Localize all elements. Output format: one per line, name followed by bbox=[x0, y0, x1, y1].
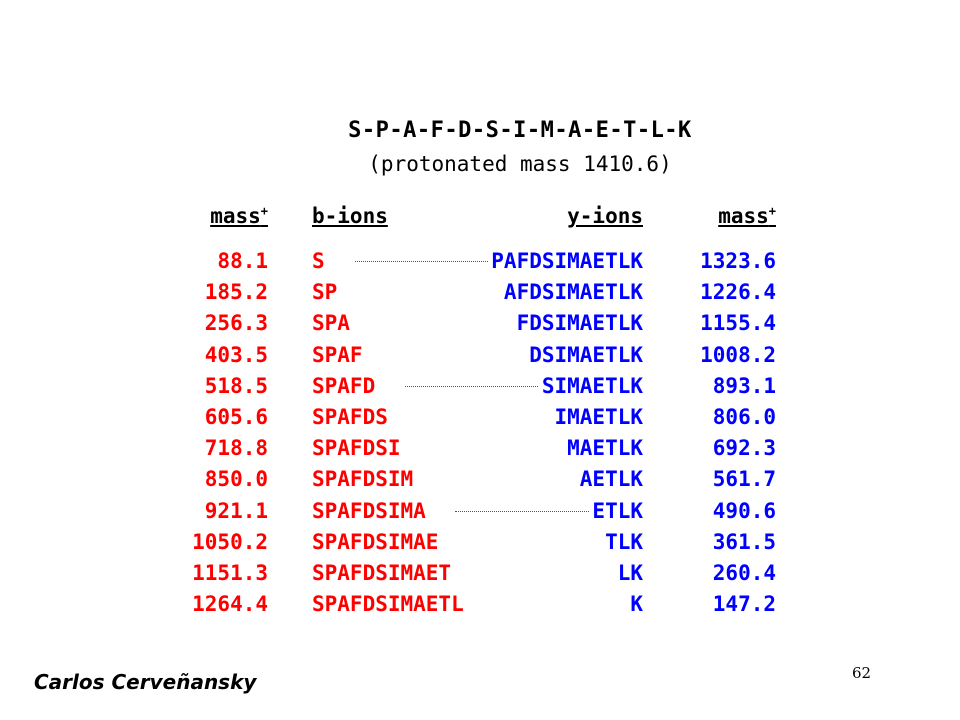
b-ion-sequence: SPAFDSIMAE bbox=[312, 529, 439, 554]
fragment-row: 850.0 SPAFDSIM AETLK 561.7 bbox=[0, 464, 960, 495]
y-ion-mass: 490.6 bbox=[712, 498, 776, 523]
y-ion-sequence: TLK bbox=[605, 529, 643, 554]
y-ion-sequence: IMAETLK bbox=[554, 405, 643, 429]
b-ion-mass: 403.5 bbox=[204, 342, 268, 367]
b-ion-mass: 921.1 bbox=[204, 498, 268, 523]
fragment-row: 1264.4 SPAFDSIMAETL K 147.2 bbox=[0, 589, 960, 620]
fragment-row: 518.5 SPAFD SIMAETLK 893.1 bbox=[0, 371, 960, 402]
y-ion-sequence: AFDSIMAETLK bbox=[503, 280, 643, 305]
y-ion-mass: 1155.4 bbox=[700, 311, 776, 336]
header-b-mass-label: mass bbox=[210, 204, 261, 228]
y-ion-mass: 692.3 bbox=[712, 436, 776, 461]
fragment-row: 256.3 SPA FDSIMAETLK 1155.4 bbox=[0, 308, 960, 339]
y-ion-sequence: K bbox=[630, 592, 643, 617]
header-y-mass-label: mass bbox=[718, 204, 769, 228]
y-ion-mass: 361.5 bbox=[712, 529, 776, 554]
protonated-mass-subtitle: (protonated mass 1410.6) bbox=[368, 152, 672, 176]
y-ion-mass: 1323.6 bbox=[700, 249, 776, 273]
fragment-row: 1050.2 SPAFDSIMAE TLK 361.5 bbox=[0, 527, 960, 558]
fragment-row: 403.5 SPAF DSIMAETLK 1008.2 bbox=[0, 340, 960, 371]
b-ion-mass: 1264.4 bbox=[192, 592, 268, 617]
header-b-mass-charge: + bbox=[260, 204, 268, 218]
b-ion-sequence: SPAFDSIMA bbox=[312, 498, 426, 523]
cleavage-connector-line bbox=[455, 510, 589, 512]
b-ion-sequence: SPAFDSIMAETL bbox=[312, 592, 464, 617]
header-y-ions: y-ions bbox=[567, 204, 643, 228]
cleavage-connector-line bbox=[405, 385, 539, 387]
y-ion-mass: 1008.2 bbox=[700, 342, 776, 367]
y-ion-mass: 806.0 bbox=[712, 405, 776, 429]
y-ion-mass: 147.2 bbox=[712, 592, 776, 617]
b-ion-mass: 185.2 bbox=[204, 280, 268, 305]
b-ion-mass: 718.8 bbox=[204, 436, 268, 461]
b-ion-sequence: S bbox=[312, 249, 325, 273]
b-ion-sequence: SPAFDSIM bbox=[312, 467, 414, 492]
fragment-row: 921.1 SPAFDSIMA ETLK 490.6 bbox=[0, 496, 960, 527]
y-ion-sequence: LK bbox=[617, 561, 643, 585]
header-y-mass: mass+ bbox=[700, 204, 776, 228]
fragment-row: 718.8 SPAFDSI MAETLK 692.3 bbox=[0, 433, 960, 464]
b-ion-mass: 1151.3 bbox=[192, 561, 268, 585]
header-y-mass-charge: + bbox=[768, 204, 776, 218]
fragment-row: 1151.3 SPAFDSIMAET LK 260.4 bbox=[0, 558, 960, 589]
b-ion-sequence: SPAFD bbox=[312, 373, 376, 398]
y-ion-mass: 260.4 bbox=[712, 561, 776, 585]
y-ion-sequence: AETLK bbox=[579, 467, 643, 492]
b-ion-sequence: SPAFDSI bbox=[312, 436, 401, 461]
y-ion-mass: 893.1 bbox=[712, 373, 776, 398]
b-ion-mass: 518.5 bbox=[204, 373, 268, 398]
b-ion-mass: 605.6 bbox=[204, 405, 268, 429]
cleavage-connector-line bbox=[354, 261, 488, 262]
fragment-row: 185.2 SP AFDSIMAETLK 1226.4 bbox=[0, 277, 960, 308]
b-ion-mass: 1050.2 bbox=[192, 529, 268, 554]
y-ion-mass: 1226.4 bbox=[700, 280, 776, 305]
header-b-ions: b-ions bbox=[312, 204, 388, 228]
header-b-mass: mass+ bbox=[200, 204, 268, 228]
b-ion-sequence: SPAFDS bbox=[312, 405, 388, 429]
fragment-row: 88.1 S PAFDSIMAETLK 1323.6 bbox=[0, 246, 960, 277]
y-ion-sequence: ETLK bbox=[592, 498, 643, 523]
y-ion-sequence: DSIMAETLK bbox=[529, 342, 643, 367]
y-ion-mass: 561.7 bbox=[712, 467, 776, 492]
y-ion-sequence: FDSIMAETLK bbox=[516, 311, 643, 336]
b-ion-sequence: SP bbox=[312, 280, 338, 305]
b-ion-mass: 256.3 bbox=[204, 311, 268, 336]
page-number: 62 bbox=[852, 664, 872, 682]
y-ion-sequence: MAETLK bbox=[567, 436, 643, 461]
b-ion-sequence: SPAF bbox=[312, 342, 363, 367]
b-ion-mass: 88.1 bbox=[217, 249, 268, 273]
author-name: Carlos Cerveñansky bbox=[34, 670, 257, 694]
b-ion-sequence: SPAFDSIMAET bbox=[312, 561, 452, 585]
sequence-title: S-P-A-F-D-S-I-M-A-E-T-L-K bbox=[348, 118, 692, 143]
b-ion-sequence: SPA bbox=[312, 311, 350, 336]
y-ion-sequence: SIMAETLK bbox=[541, 373, 643, 398]
y-ion-sequence: PAFDSIMAETLK bbox=[491, 249, 643, 273]
b-ion-mass: 850.0 bbox=[204, 467, 268, 492]
fragment-row: 605.6 SPAFDS IMAETLK 806.0 bbox=[0, 402, 960, 433]
